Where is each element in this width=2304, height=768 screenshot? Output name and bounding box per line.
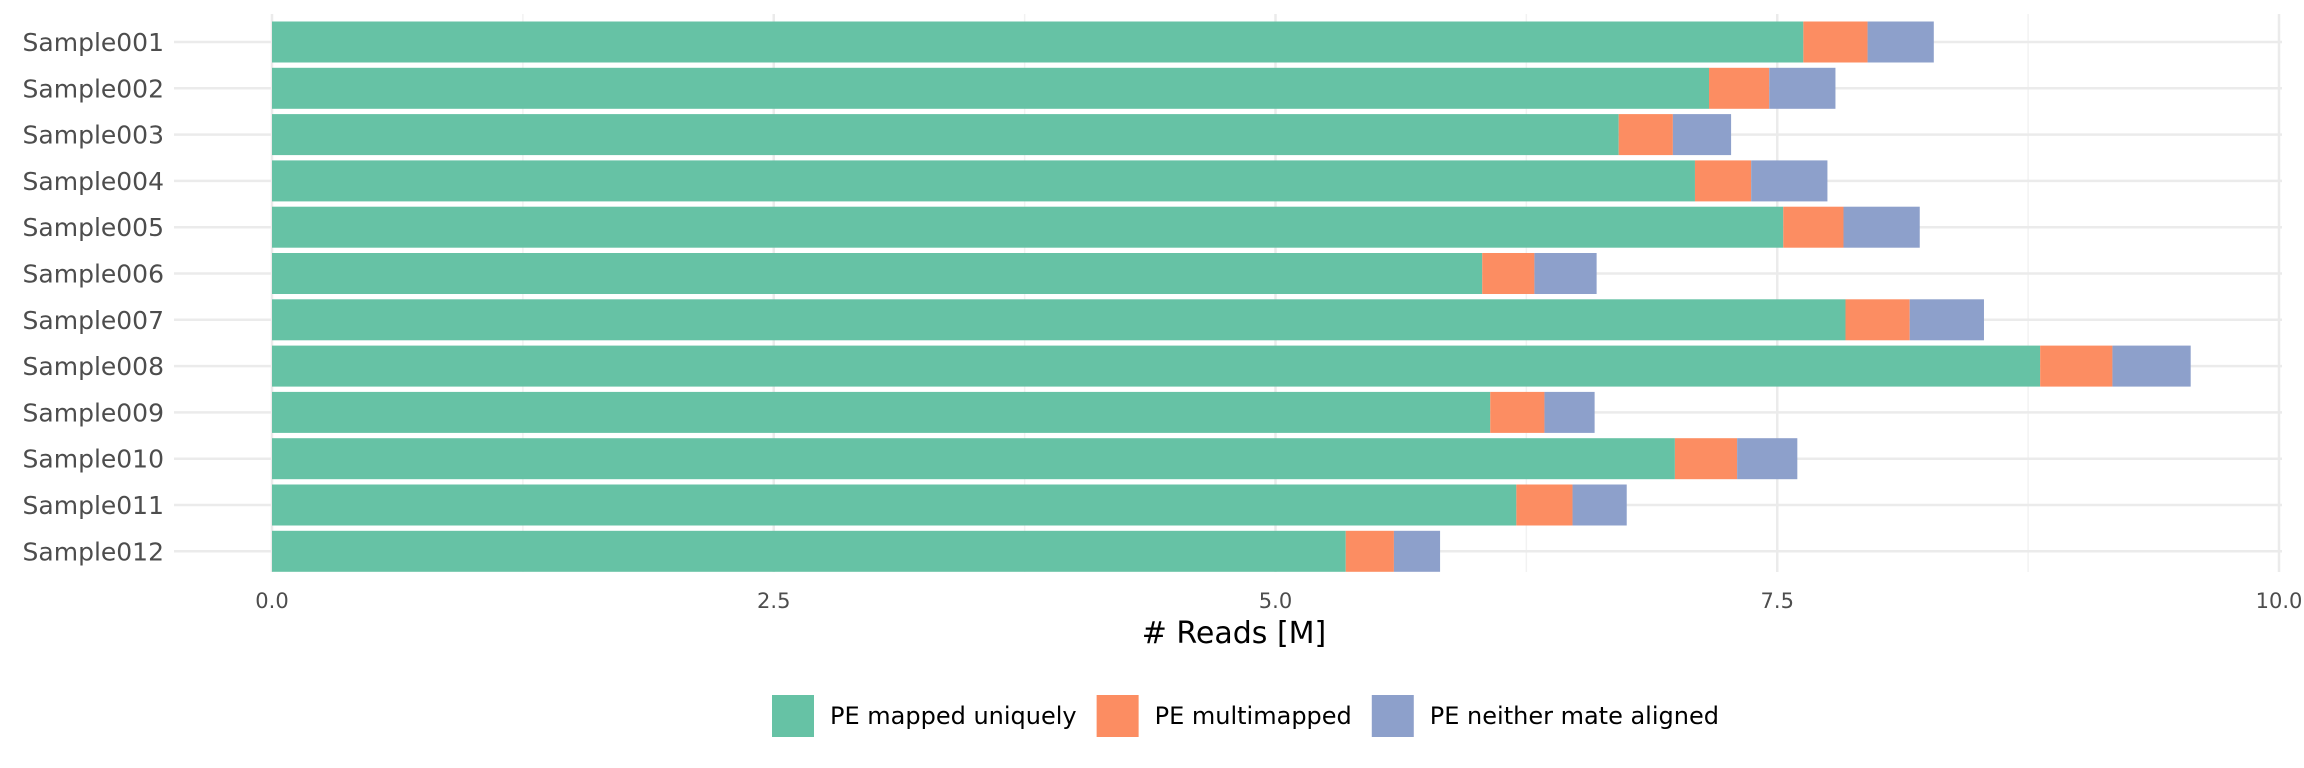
bar-segment xyxy=(1709,67,1770,109)
y-tick-label: Sample002 xyxy=(23,74,164,103)
bar-segment xyxy=(1490,391,1545,433)
bar-segment xyxy=(2112,345,2191,387)
bar-segment xyxy=(1803,21,1868,63)
legend-key xyxy=(772,695,814,737)
bar-segment xyxy=(2040,345,2113,387)
bar-segment xyxy=(1544,391,1595,433)
bar-segment xyxy=(1845,299,1910,341)
bar-segment xyxy=(272,345,2041,387)
x-axis-tick-labels: 0.0 2.5 5.0 7.5 10.0 xyxy=(255,589,2302,613)
legend-key xyxy=(1096,695,1139,737)
x-tick-label: 2.5 xyxy=(757,589,790,613)
bar-segment xyxy=(1393,530,1441,572)
bar-segment xyxy=(1909,299,1984,341)
bar-segment xyxy=(1672,114,1732,156)
bar-segment xyxy=(1751,160,1828,202)
bar-segment xyxy=(272,67,1710,109)
bar-segment xyxy=(1674,438,1738,480)
bar-segment xyxy=(1618,114,1673,156)
legend-key xyxy=(1371,695,1414,737)
bar-segment xyxy=(272,114,1619,156)
bar-segment xyxy=(1534,253,1597,294)
bar-segment xyxy=(1783,206,1844,248)
legend-label: PE multimapped xyxy=(1155,702,1352,730)
y-tick-label: Sample001 xyxy=(23,28,164,57)
bar-segment xyxy=(272,160,1695,202)
x-tick-label: 5.0 xyxy=(1259,589,1292,613)
bar-segment xyxy=(1694,160,1752,202)
bar-segment xyxy=(1516,484,1573,526)
bar-segment xyxy=(272,253,1483,294)
bar-segment xyxy=(1345,530,1394,572)
bar-segment xyxy=(272,530,1346,572)
bar-segment xyxy=(1572,484,1627,526)
bar-segment xyxy=(1843,206,1920,248)
bar-segment xyxy=(1769,67,1836,109)
y-tick-label: Sample003 xyxy=(23,121,164,150)
y-tick-label: Sample005 xyxy=(23,213,164,242)
legend-label: PE mapped uniquely xyxy=(830,702,1077,730)
y-tick-label: Sample007 xyxy=(23,306,164,335)
bar-segment xyxy=(1867,21,1934,63)
bar-segment xyxy=(272,391,1491,433)
y-axis-tick-labels: Sample001 Sample002 Sample003 Sample004 Samp… xyxy=(23,28,164,566)
y-tick-label: Sample010 xyxy=(23,445,164,474)
bar-segment xyxy=(272,438,1675,480)
bar-segment xyxy=(272,206,1784,248)
x-tick-label: 10.0 xyxy=(2256,589,2303,613)
bar-segment xyxy=(1482,253,1535,294)
bar-segment xyxy=(1737,438,1798,480)
bars xyxy=(272,21,2191,572)
y-tick-label: Sample004 xyxy=(23,167,164,196)
x-axis-title: # Reads [M] xyxy=(1142,616,1327,651)
y-tick-label: Sample009 xyxy=(23,398,164,427)
x-tick-label: 7.5 xyxy=(1761,589,1794,613)
y-tick-label: Sample008 xyxy=(23,352,164,381)
legend-label: PE neither mate aligned xyxy=(1430,702,1719,730)
bar-segment xyxy=(272,484,1517,526)
bar-segment xyxy=(272,21,1804,63)
legend: PE mapped uniquely PE multimapped PE neith… xyxy=(772,695,1719,737)
bar-segment xyxy=(272,299,1846,341)
y-tick-label: Sample011 xyxy=(23,491,164,520)
y-tick-label: Sample012 xyxy=(23,537,164,566)
y-tick-label: Sample006 xyxy=(23,260,164,289)
x-tick-label: 0.0 xyxy=(255,589,288,613)
